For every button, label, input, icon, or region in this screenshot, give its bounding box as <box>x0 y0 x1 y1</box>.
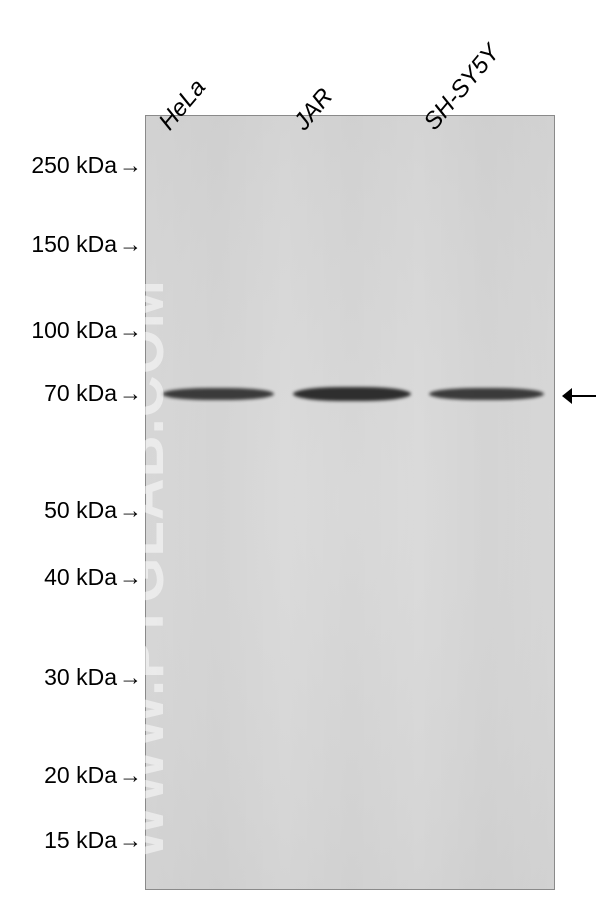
mw-marker: 70 kDa→ <box>44 380 142 407</box>
blot-frame <box>145 115 555 890</box>
mw-marker-label: 15 kDa <box>44 827 117 854</box>
mw-marker: 250 kDa→ <box>31 152 142 179</box>
mw-marker-label: 20 kDa <box>44 762 117 789</box>
mw-marker: 15 kDa→ <box>44 827 142 854</box>
mw-marker: 150 kDa→ <box>31 231 142 258</box>
mw-marker: 50 kDa→ <box>44 497 142 524</box>
arrow-right-icon: → <box>119 152 142 179</box>
mw-marker-label: 50 kDa <box>44 497 117 524</box>
mw-marker-label: 30 kDa <box>44 664 117 691</box>
arrow-right-icon: → <box>119 380 142 407</box>
mw-marker: 40 kDa→ <box>44 564 142 591</box>
mw-marker: 30 kDa→ <box>44 664 142 691</box>
mw-marker: 100 kDa→ <box>31 317 142 344</box>
mw-marker-label: 150 kDa <box>31 231 117 258</box>
protein-band <box>162 388 274 400</box>
protein-band <box>293 387 411 401</box>
mw-marker-label: 250 kDa <box>31 152 117 179</box>
figure-container: WWW.PTGLAB.COM HeLaJARSH-SY5Y250 kDa→150… <box>0 0 600 903</box>
arrow-right-icon: → <box>119 317 142 344</box>
lane-shade <box>148 116 288 889</box>
mw-marker-label: 100 kDa <box>31 317 117 344</box>
arrow-right-icon: → <box>119 564 142 591</box>
arrow-right-icon: → <box>119 231 142 258</box>
arrow-left-icon <box>560 386 598 406</box>
arrow-right-icon: → <box>119 664 142 691</box>
mw-marker-label: 40 kDa <box>44 564 117 591</box>
target-band-arrow <box>560 386 598 406</box>
lane-shade <box>282 116 422 889</box>
mw-marker-label: 70 kDa <box>44 380 117 407</box>
mw-marker: 20 kDa→ <box>44 762 142 789</box>
arrow-right-icon: → <box>119 497 142 524</box>
arrow-right-icon: → <box>119 762 142 789</box>
protein-band <box>429 388 544 400</box>
arrow-right-icon: → <box>119 827 142 854</box>
lane-shade <box>416 116 555 889</box>
